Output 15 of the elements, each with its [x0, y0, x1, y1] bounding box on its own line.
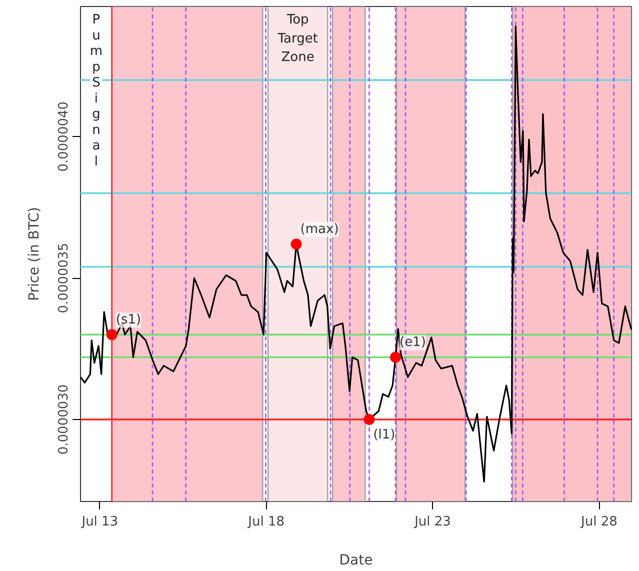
- x-tick-label: Jul 28: [580, 514, 618, 530]
- annotation: (max): [300, 222, 339, 238]
- x-axis-title: Date: [339, 552, 373, 568]
- y-tick-label: 0.0000040: [56, 101, 72, 172]
- y-axis-title: Price (in BTC): [26, 207, 42, 301]
- x-tick-label: Jul 13: [80, 514, 118, 530]
- annotation: (e1): [399, 335, 426, 350]
- annotation: (s1): [116, 312, 142, 328]
- y-tick-label: 0.0000035: [56, 242, 72, 314]
- annotation: (l1): [373, 427, 396, 442]
- y-tick-label: 0.0000030: [56, 384, 72, 455]
- text: Pump Signal: [90, 12, 103, 170]
- x-tick-label: Jul 18: [247, 514, 285, 530]
- band-label: Top Target Zone: [276, 12, 318, 65]
- x-tick-label: Jul 23: [414, 514, 451, 530]
